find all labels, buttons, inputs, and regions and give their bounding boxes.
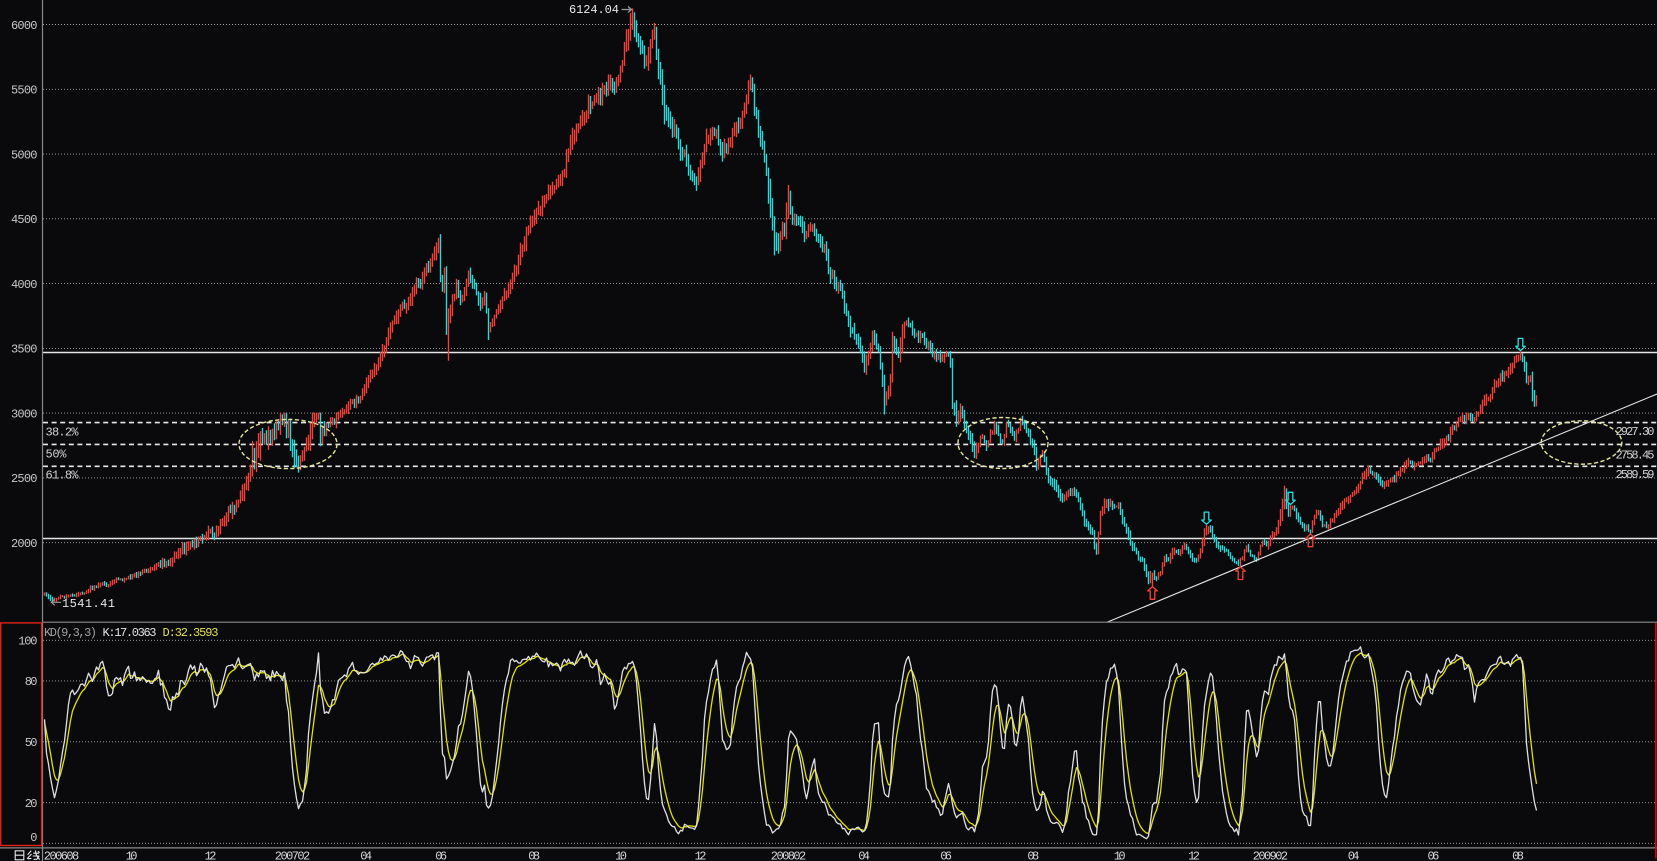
svg-text:5500: 5500 bbox=[11, 84, 38, 98]
svg-text:50: 50 bbox=[25, 736, 38, 750]
svg-text:3500: 3500 bbox=[11, 343, 38, 357]
svg-text:4500: 4500 bbox=[11, 213, 38, 227]
svg-text:2758.45: 2758.45 bbox=[1616, 448, 1655, 462]
svg-text:06: 06 bbox=[940, 850, 952, 861]
svg-text:04: 04 bbox=[360, 850, 372, 861]
svg-text:10: 10 bbox=[126, 850, 138, 861]
svg-text:KD(9,3,3): KD(9,3,3) bbox=[44, 626, 97, 640]
svg-text:200702: 200702 bbox=[275, 850, 310, 861]
svg-text:6124.04: 6124.04 bbox=[569, 3, 619, 17]
svg-text:06: 06 bbox=[1428, 850, 1440, 861]
svg-text:1541.41: 1541.41 bbox=[62, 597, 115, 611]
svg-text:2589.59: 2589.59 bbox=[1616, 468, 1655, 482]
svg-text:200902: 200902 bbox=[1253, 850, 1288, 861]
svg-text:06: 06 bbox=[435, 850, 447, 861]
svg-text:38.2%: 38.2% bbox=[46, 426, 80, 440]
svg-text:50%: 50% bbox=[46, 448, 68, 462]
svg-text:12: 12 bbox=[695, 850, 707, 861]
svg-text:6000: 6000 bbox=[11, 19, 38, 33]
svg-text:K:17.0363: K:17.0363 bbox=[103, 626, 157, 640]
svg-text:12: 12 bbox=[1188, 850, 1200, 861]
svg-text:08: 08 bbox=[1512, 850, 1524, 861]
svg-text:08: 08 bbox=[528, 850, 540, 861]
svg-text:2500: 2500 bbox=[11, 472, 38, 486]
svg-text:04: 04 bbox=[1348, 850, 1360, 861]
svg-text:10: 10 bbox=[615, 850, 627, 861]
svg-text:3000: 3000 bbox=[11, 407, 38, 421]
svg-text:80: 80 bbox=[25, 675, 38, 689]
svg-text:5000: 5000 bbox=[11, 148, 38, 162]
svg-text:04: 04 bbox=[858, 850, 870, 861]
svg-text:100: 100 bbox=[18, 635, 37, 649]
svg-text:08: 08 bbox=[1027, 850, 1039, 861]
svg-text:61.8%: 61.8% bbox=[46, 469, 80, 483]
svg-text:2000: 2000 bbox=[11, 537, 38, 551]
svg-text:D:32.3593: D:32.3593 bbox=[163, 626, 219, 640]
svg-text:0: 0 bbox=[30, 831, 37, 845]
svg-text:10: 10 bbox=[1114, 850, 1126, 861]
svg-text:200802: 200802 bbox=[771, 850, 806, 861]
svg-text:12: 12 bbox=[205, 850, 217, 861]
svg-text:20: 20 bbox=[25, 797, 38, 811]
svg-text:200608: 200608 bbox=[44, 850, 79, 861]
svg-text:4000: 4000 bbox=[11, 278, 38, 292]
svg-text:2927.30: 2927.30 bbox=[1616, 425, 1655, 439]
